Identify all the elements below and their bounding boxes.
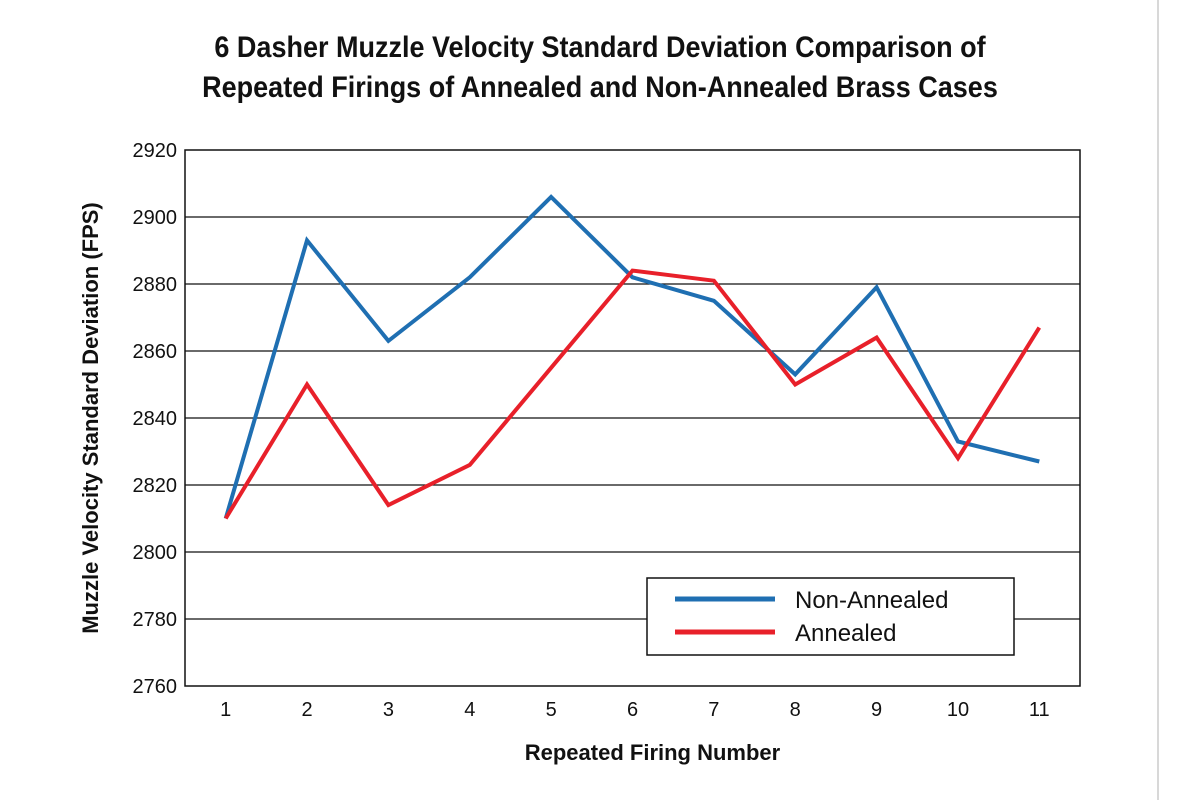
x-tick-label: 6 bbox=[627, 699, 638, 721]
chart-title-line-2: Repeated Firings of Annealed and Non-Ann… bbox=[202, 71, 998, 104]
y-tick-label: 2900 bbox=[133, 207, 178, 229]
y-tick-label: 2800 bbox=[133, 542, 178, 564]
y-tick-label: 2880 bbox=[133, 274, 178, 296]
series-line-annealed bbox=[223, 268, 1041, 520]
y-tick-label: 2840 bbox=[133, 408, 178, 430]
x-tick-label: 9 bbox=[871, 699, 882, 721]
chart-title: 6 Dasher Muzzle Velocity Standard Deviat… bbox=[60, 28, 1140, 108]
legend-box bbox=[646, 577, 1015, 656]
y-tick-label: 2860 bbox=[133, 341, 178, 363]
x-axis-ticks: 1 2 3 4 5 6 7 8 9 10 11 bbox=[220, 699, 1050, 721]
legend: Non-Annealed Annealed bbox=[646, 577, 1015, 656]
chart-title-line-1: 6 Dasher Muzzle Velocity Standard Deviat… bbox=[214, 31, 986, 64]
series-line-non-annealed bbox=[223, 194, 1040, 520]
y-axis-ticks: 2760 2780 2800 2820 2840 2860 2880 2900 2920 bbox=[133, 140, 178, 698]
x-tick-label: 8 bbox=[790, 699, 801, 721]
legend-label-annealed: Annealed bbox=[795, 620, 896, 647]
x-tick-label: 5 bbox=[546, 699, 557, 721]
x-tick-label: 4 bbox=[464, 699, 475, 721]
series-lines bbox=[223, 194, 1041, 520]
x-tick-label: 7 bbox=[708, 699, 719, 721]
y-tick-label: 2780 bbox=[133, 609, 178, 631]
page-divider bbox=[1157, 0, 1159, 800]
x-axis-label: Repeated Firing Number bbox=[525, 740, 781, 765]
y-tick-label: 2820 bbox=[133, 475, 178, 497]
y-tick-label: 2760 bbox=[133, 676, 178, 698]
plot-area bbox=[184, 149, 1081, 687]
x-tick-label: 3 bbox=[383, 699, 394, 721]
y-tick-label: 2920 bbox=[133, 140, 178, 162]
x-tick-label: 11 bbox=[1029, 699, 1050, 721]
x-tick-label: 10 bbox=[947, 699, 969, 721]
legend-label-non-annealed: Non-Annealed bbox=[795, 587, 948, 614]
x-tick-label: 1 bbox=[220, 699, 231, 721]
y-axis-label: Muzzle Velocity Standard Deviation (FPS) bbox=[78, 202, 103, 634]
x-tick-label: 2 bbox=[301, 699, 312, 721]
